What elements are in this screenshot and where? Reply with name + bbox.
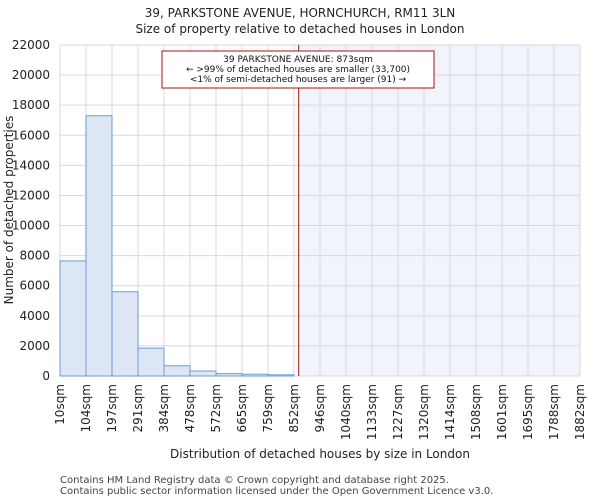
y-tick-label: 6000 [19,279,50,293]
x-tick-label: 946sqm [313,384,327,432]
y-axis-label: Number of detached properties [2,116,16,305]
histogram-bar [163,365,191,377]
x-tick-label: 384sqm [157,384,171,432]
x-tick-label: 1414sqm [443,384,457,440]
x-axis-label: Distribution of detached houses by size … [170,447,470,461]
annotation-line-3: <1% of semi-detached houses are larger (… [190,75,407,85]
x-tick-label: 104sqm [79,384,93,432]
y-tick-label: 22000 [12,38,50,52]
histogram-bar [267,374,295,377]
x-tick-label: 1040sqm [339,384,353,440]
plot-area: 0 2000 4000 6000 8000 10000 12000 14000 16000 180… [12,38,587,440]
y-tick-label: 20000 [12,68,50,82]
y-tick-label: 16000 [12,128,50,142]
y-tick-label: 12000 [12,188,50,202]
x-tick-label: 1882sqm [573,384,587,440]
histogram-bar [111,291,139,377]
x-tick-label: 1695sqm [521,384,535,440]
annotation-line-1: 39 PARKSTONE AVENUE: 873sqm [223,55,373,65]
y-tick-label: 14000 [12,158,50,172]
x-tick-label: 665sqm [235,384,249,432]
x-tick-label: 478sqm [183,384,197,432]
x-tick-label: 1320sqm [417,384,431,440]
histogram-bar [189,370,217,377]
histogram-bar [59,260,87,377]
y-tick-label: 18000 [12,98,50,112]
histogram-bar [241,373,269,377]
footer-line-2: Contains public sector information licen… [60,486,493,497]
x-tick-label: 1788sqm [547,384,561,440]
highlight-region [298,45,580,376]
annotation-border [161,50,435,89]
x-tick-label: 1227sqm [391,384,405,440]
annotation-line-2: ← >99% of detached houses are smaller (3… [186,65,410,75]
footer-line-1: Contains HM Land Registry data © Crown c… [60,475,449,486]
x-tick-label: 291sqm [131,384,145,432]
x-tick-label: 1133sqm [365,384,379,440]
chart-subtitle: Size of property relative to detached ho… [135,22,464,36]
y-tick-label: 4000 [19,309,50,323]
x-tick-label: 1601sqm [495,384,509,440]
annotation-box: 39 PARKSTONE AVENUE: 873sqm ← >99% of de… [161,50,435,89]
x-tick-label: 759sqm [261,384,275,432]
y-tick-label: 10000 [12,219,50,233]
y-tick-label: 0 [42,369,50,383]
histogram-bar [85,115,113,377]
x-tick-label: 1508sqm [469,384,483,440]
histogram-bar [137,347,165,377]
x-tick-label: 572sqm [209,384,223,432]
y-tick-label: 2000 [19,339,50,353]
x-tick-label: 197sqm [105,384,119,432]
chart-title: 39, PARKSTONE AVENUE, HORNCHURCH, RM11 3… [145,6,456,20]
y-tick-label: 8000 [19,249,50,263]
histogram-bar [215,373,243,377]
x-tick-label: 10sqm [53,384,67,425]
x-tick-label: 852sqm [287,384,301,432]
